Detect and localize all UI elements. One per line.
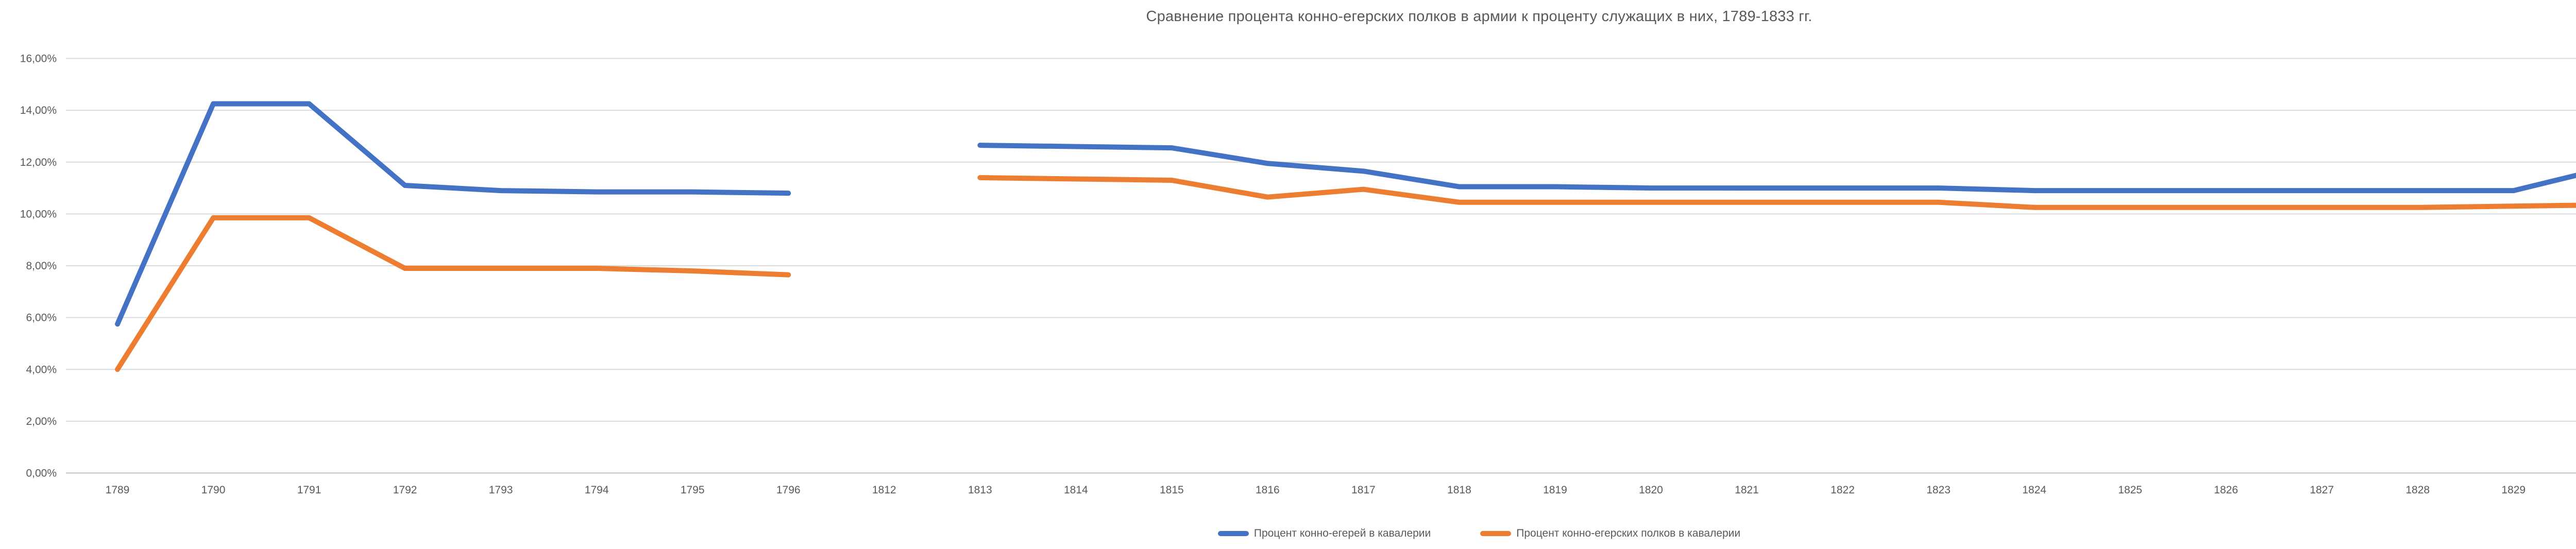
- x-tick-label: 1814: [1064, 484, 1088, 496]
- x-tick-label: 1789: [106, 484, 130, 496]
- series-1-swatch-icon: [1217, 531, 1249, 536]
- x-tick-label: 1821: [1735, 484, 1759, 496]
- x-tick-label: 1794: [585, 484, 609, 496]
- legend: Процент конно-егерей в кавалерии Процент…: [0, 527, 2576, 540]
- x-tick-label: 1826: [2214, 484, 2238, 496]
- y-tick-label: 10,00%: [20, 208, 57, 220]
- series-line-1[interactable]: [115, 101, 791, 327]
- x-tick-label: 1822: [1831, 484, 1855, 496]
- x-tick-label: 1829: [2501, 484, 2526, 496]
- x-tick-label: 1818: [1447, 484, 1471, 496]
- y-tick-label: 16,00%: [20, 53, 57, 65]
- x-tick-label: 1790: [201, 484, 226, 496]
- series-line-2[interactable]: [977, 175, 2576, 397]
- chart-title[interactable]: Сравнение процента конно-егерских полков…: [1146, 8, 1812, 25]
- series-line-2[interactable]: [115, 215, 791, 372]
- x-tick-label: 1820: [1639, 484, 1663, 496]
- series-line-1[interactable]: [977, 143, 2576, 406]
- y-tick-label: 6,00%: [26, 312, 57, 324]
- legend-item-series-2[interactable]: Процент конно-егерских полков в кавалери…: [1480, 527, 1740, 540]
- x-tick-label: 1819: [1543, 484, 1567, 496]
- series-2-swatch-icon: [1480, 531, 1512, 536]
- x-tick-label: 1823: [1926, 484, 1951, 496]
- x-tick-label: 1828: [2405, 484, 2430, 496]
- x-tick-label: 1815: [1160, 484, 1184, 496]
- x-tick-label: 1793: [489, 484, 513, 496]
- legend-item-series-1[interactable]: Процент конно-егерей в кавалерии: [1217, 527, 1431, 540]
- x-tick-label: 1792: [393, 484, 417, 496]
- y-tick-label: 14,00%: [20, 105, 57, 116]
- x-tick-label: 1827: [2310, 484, 2334, 496]
- legend-label-series-2: Процент конно-егерских полков в кавалери…: [1516, 527, 1741, 539]
- x-tick-label: 1795: [681, 484, 705, 496]
- legend-label-series-1: Процент конно-егерей в кавалерии: [1253, 527, 1431, 539]
- x-tick-label: 1816: [1256, 484, 1280, 496]
- y-tick-label: 0,00%: [26, 468, 57, 479]
- x-tick-label: 1817: [1351, 484, 1376, 496]
- y-tick-label: 2,00%: [26, 416, 57, 427]
- x-tick-label: 1825: [2118, 484, 2142, 496]
- y-tick-label: 12,00%: [20, 157, 57, 168]
- y-tick-label: 4,00%: [26, 364, 57, 375]
- x-tick-label: 1824: [2022, 484, 2046, 496]
- y-tick-label: 8,00%: [26, 260, 57, 272]
- x-tick-label: 1796: [776, 484, 801, 496]
- x-tick-label: 1812: [872, 484, 896, 496]
- x-tick-label: 1813: [968, 484, 992, 496]
- x-tick-label: 1791: [297, 484, 321, 496]
